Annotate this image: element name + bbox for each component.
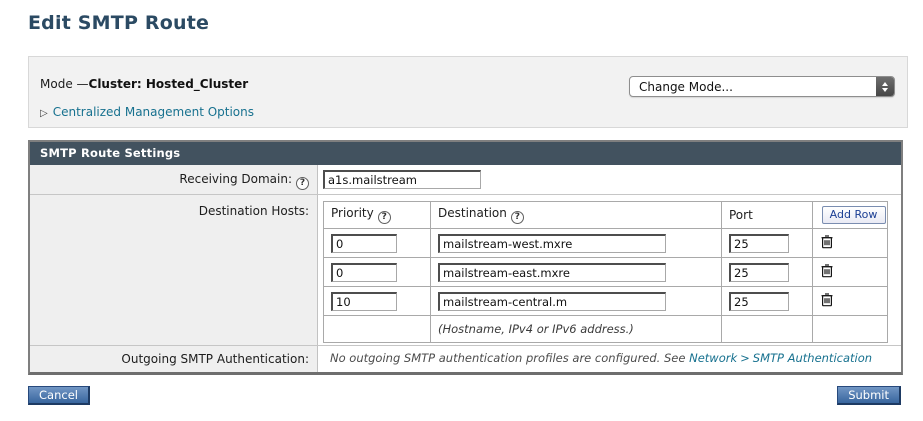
submit-button[interactable]: Submit (837, 386, 901, 405)
smtp-authentication-link[interactable]: SMTP Authentication (752, 351, 873, 365)
delete-row-button[interactable] (820, 292, 834, 310)
receiving-domain-label-cell: Receiving Domain:? (30, 165, 318, 194)
change-mode-select[interactable]: Change Mode... (629, 76, 895, 97)
hostname-hint-row: (Hostname, IPv4 or IPv6 address.) (323, 315, 888, 343)
destination-host-row (323, 228, 888, 258)
destination-table-header-row: Priority? Destination? Port Add Row (323, 201, 888, 229)
select-stepper-icon (876, 77, 894, 96)
cancel-button[interactable]: Cancel (28, 386, 90, 405)
breadcrumb-separator: > (740, 351, 750, 365)
priority-input[interactable] (331, 233, 397, 253)
change-mode-selected-value: Change Mode... (639, 79, 733, 94)
receiving-domain-content-cell (318, 165, 901, 194)
outgoing-smtp-auth-text: No outgoing SMTP authentication profiles… (330, 351, 873, 365)
port-input[interactable] (729, 233, 789, 253)
destination-hosts-label-cell: Destination Hosts: (30, 195, 318, 345)
port-input[interactable] (729, 262, 789, 282)
destination-input[interactable] (438, 233, 666, 253)
destination-hosts-row: Destination Hosts: Priority? Destination… (30, 195, 901, 346)
mode-label: Mode — (40, 77, 89, 91)
destination-host-row (323, 257, 888, 287)
trash-icon (821, 235, 833, 249)
destination-hosts-table: Priority? Destination? Port Add Row (323, 201, 888, 343)
destination-host-row (323, 286, 888, 316)
smtp-route-settings-panel: SMTP Route Settings Receiving Domain:? D… (28, 140, 903, 375)
receiving-domain-input[interactable] (323, 170, 481, 189)
receiving-domain-row: Receiving Domain:? (30, 165, 901, 195)
priority-column-header: Priority? (323, 201, 431, 229)
help-icon[interactable]: ? (296, 176, 309, 190)
help-icon[interactable]: ? (377, 210, 391, 224)
page-title: Edit SMTP Route (28, 12, 210, 34)
add-row-button[interactable]: Add Row (821, 206, 886, 224)
outgoing-smtp-auth-label-cell: Outgoing SMTP Authentication: (30, 346, 318, 372)
receiving-domain-label: Receiving Domain: (179, 172, 292, 186)
trash-icon (821, 264, 833, 278)
add-row-header-cell: Add Row (812, 201, 888, 229)
centralized-management-options-label: Centralized Management Options (52, 105, 255, 119)
port-column-header: Port (721, 201, 813, 229)
centralized-management-options-link[interactable]: ▷ Centralized Management Options (40, 105, 254, 119)
outgoing-smtp-auth-row: Outgoing SMTP Authentication: No outgoin… (30, 346, 901, 372)
trash-icon (821, 293, 833, 307)
destination-column-header: Destination? (430, 201, 722, 229)
hostname-hint-text: (Hostname, IPv4 or IPv6 address.) (438, 322, 634, 336)
mode-value: Cluster: Hosted_Cluster (88, 77, 249, 91)
delete-row-button[interactable] (820, 263, 834, 281)
mode-line: Mode —Cluster: Hosted_Cluster (40, 77, 248, 91)
panel-header: SMTP Route Settings (30, 142, 901, 165)
port-input[interactable] (729, 291, 789, 311)
help-icon[interactable]: ? (510, 210, 524, 224)
expand-triangle-icon: ▷ (40, 108, 48, 119)
outgoing-smtp-auth-label: Outgoing SMTP Authentication: (121, 352, 309, 366)
cluster-mode-box: Mode —Cluster: Hosted_Cluster ▷ Centraliz… (28, 56, 908, 128)
priority-input[interactable] (331, 291, 397, 311)
outgoing-smtp-auth-content-cell: No outgoing SMTP authentication profiles… (318, 346, 901, 372)
network-link[interactable]: Network (689, 351, 738, 365)
delete-row-button[interactable] (820, 234, 834, 252)
destination-hosts-label: Destination Hosts: (198, 204, 309, 218)
destination-hosts-content-cell: Priority? Destination? Port Add Row (318, 195, 901, 345)
priority-input[interactable] (331, 262, 397, 282)
destination-input[interactable] (438, 262, 666, 282)
destination-input[interactable] (438, 291, 666, 311)
